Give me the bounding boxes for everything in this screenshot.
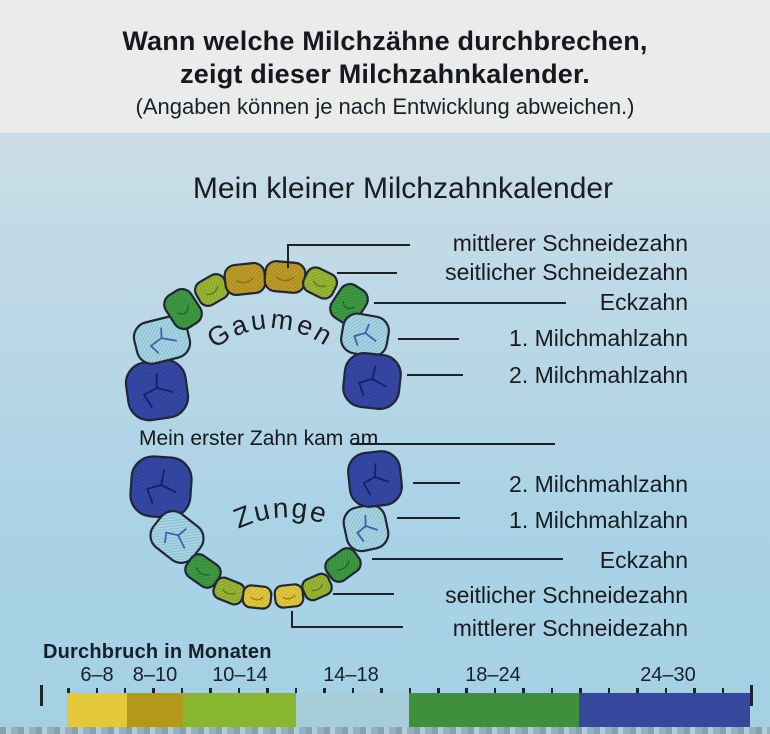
header-note: (Angaben können je nach Entwicklung abwe… [135, 94, 635, 119]
tooth-lower-left-central-incisor [241, 584, 273, 610]
tooth-upper-left-first-molar [132, 315, 192, 365]
tooth-upper-right-lateral-incisor [301, 266, 339, 300]
teeth-group [124, 260, 403, 610]
header-title-line1: Wann welche Milchzähne durchbrechen, [122, 26, 648, 56]
leader-lines [287, 244, 566, 628]
tooth-upper-right-first-molar [340, 312, 390, 358]
scale-range-label-4: 18–24 [465, 664, 521, 686]
label-lower-canine: Eckzahn [599, 547, 688, 573]
scale-range-label-1: 8–10 [132, 664, 178, 686]
scale-title: Durchbruch in Monaten [43, 641, 272, 663]
tongue-label-text: Zunge [229, 492, 330, 534]
palate-curved-label: Gaumen [202, 304, 340, 354]
tooth-lower-right-second-molar [347, 450, 403, 508]
tongue-curved-label: Zunge [229, 492, 332, 534]
header-title-line2: zeigt dieser Milchzahnkalender. [180, 59, 590, 89]
photo-bottom-edge [0, 727, 770, 734]
scale-segment-24–30 [579, 693, 750, 727]
tooth-lower-left-canine [184, 553, 222, 589]
tooth-lower-right-lateral-incisor [301, 572, 333, 602]
label-lower-lateral-incisor: seitlicher Schneidezahn [445, 582, 688, 608]
calendar-heading: Mein kleiner Milchzahnkalender [192, 172, 614, 205]
leader-lower-central-incisor [291, 611, 403, 628]
tooth-lower-right-central-incisor [273, 583, 305, 609]
label-upper-second-molar: 2. Milchmahlzahn [509, 362, 688, 388]
tooth-upper-left-central-incisor [223, 261, 267, 297]
scale-segment-6–8 [67, 693, 127, 727]
label-upper-canine: Eckzahn [599, 289, 688, 315]
label-upper-first-molar: 1. Milchmahlzahn [509, 325, 688, 351]
label-upper-lateral-incisor: seitlicher Schneidezahn [445, 259, 688, 285]
tooth-lower-left-lateral-incisor [212, 576, 246, 606]
scale-segment-14–18 [296, 693, 409, 727]
first-tooth-blank-line [352, 443, 555, 445]
first-tooth-label: Mein erster Zahn kam am [139, 427, 379, 450]
tooth-upper-left-second-molar [124, 358, 190, 422]
scale-color-bar [0, 693, 770, 727]
scale-range-label-2: 10–14 [212, 664, 268, 686]
scale-range-label-3: 14–18 [323, 664, 379, 686]
label-lower-first-molar: 1. Milchmahlzahn [509, 507, 688, 533]
header-background [0, 0, 770, 133]
tooth-upper-right-central-incisor [263, 260, 307, 294]
label-lower-central-incisor: mittlerer Schneidezahn [452, 615, 688, 641]
scale-tick [750, 685, 753, 706]
tooth-lower-right-first-molar [342, 503, 390, 553]
tooth-lower-left-second-molar [129, 455, 193, 519]
leader-upper-central-incisor [287, 244, 410, 268]
tooth-upper-right-second-molar [342, 352, 402, 410]
tooth-upper-left-canine [163, 287, 203, 331]
scale-tick [40, 685, 43, 706]
scale-range-label-0: 6–8 [80, 664, 114, 686]
tooth-upper-left-lateral-incisor [193, 273, 231, 307]
scale-range-label-5: 24–30 [640, 664, 696, 686]
scale-segment-18–24 [409, 693, 579, 727]
palate-label-text: Gaumen [202, 304, 337, 354]
label-lower-second-molar: 2. Milchmahlzahn [509, 471, 688, 497]
scale-segment-8–10 [127, 693, 183, 727]
label-upper-central-incisor: mittlerer Schneidezahn [452, 230, 688, 256]
scale-segment-10–14 [183, 693, 296, 727]
tooth-lower-right-canine [324, 547, 362, 583]
tooth-lower-left-first-molar [149, 510, 205, 564]
card-background [0, 133, 770, 734]
